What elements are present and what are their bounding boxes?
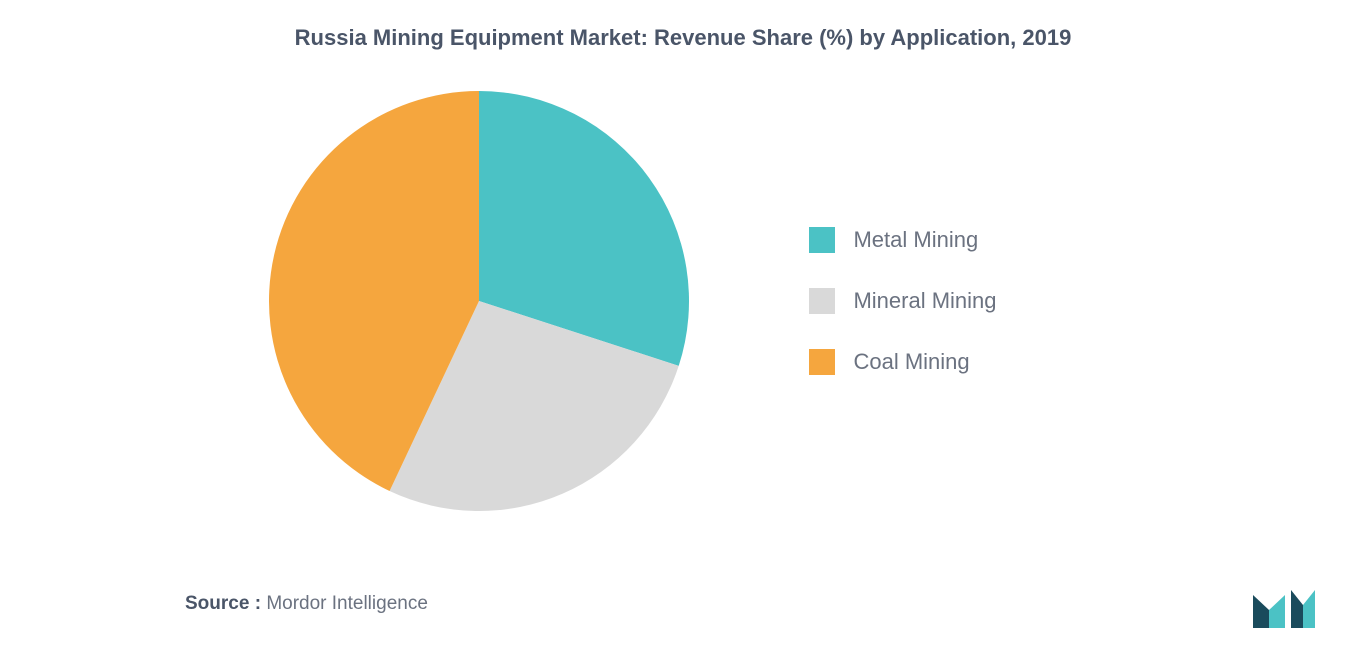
legend-swatch bbox=[809, 227, 835, 253]
watermark-svg bbox=[1251, 580, 1321, 630]
legend-label: Mineral Mining bbox=[853, 288, 996, 314]
legend: Metal Mining Mineral Mining Coal Mining bbox=[809, 227, 996, 375]
chart-container: Russia Mining Equipment Market: Revenue … bbox=[0, 0, 1366, 655]
source-name: Mordor Intelligence bbox=[266, 593, 428, 614]
legend-item-coal-mining: Coal Mining bbox=[809, 349, 996, 375]
watermark-logo bbox=[1251, 580, 1321, 630]
legend-label: Coal Mining bbox=[853, 349, 969, 375]
chart-title: Russia Mining Equipment Market: Revenue … bbox=[40, 25, 1326, 51]
legend-item-mineral-mining: Mineral Mining bbox=[809, 288, 996, 314]
source-line: Source : Mordor Intelligence bbox=[185, 593, 428, 615]
legend-swatch bbox=[809, 349, 835, 375]
source-label: Source : bbox=[185, 593, 261, 614]
chart-body: Metal Mining Mineral Mining Coal Mining bbox=[40, 91, 1326, 511]
legend-swatch bbox=[809, 288, 835, 314]
pie-svg bbox=[269, 91, 689, 511]
legend-label: Metal Mining bbox=[853, 227, 978, 253]
legend-item-metal-mining: Metal Mining bbox=[809, 227, 996, 253]
pie-chart bbox=[269, 91, 689, 511]
